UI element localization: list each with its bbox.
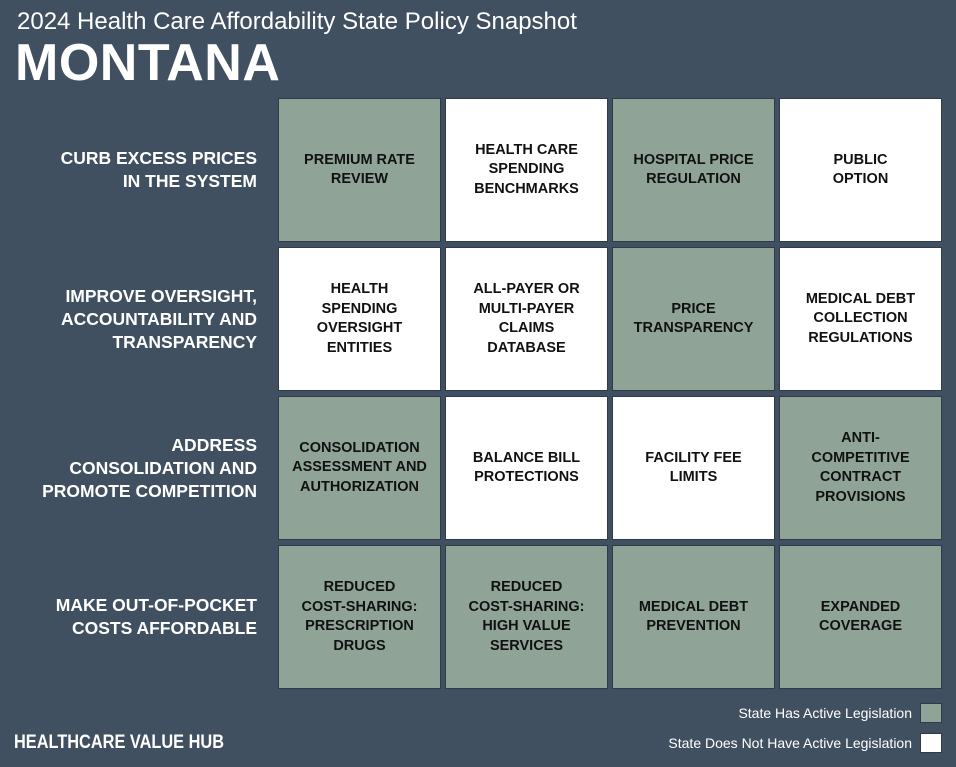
policy-cell-expanded-coverage: EXPANDED COVERAGE	[779, 545, 942, 689]
policy-grid: PREMIUM RATE REVIEW HEALTH CARE SPENDING…	[278, 98, 942, 689]
policy-cell-facility-fee-limits: FACILITY FEE LIMITS	[612, 396, 775, 540]
row-label-text: ADDRESS CONSOLIDATION AND PROMOTE COMPET…	[42, 434, 257, 501]
policy-cell-label: EXPANDED COVERAGE	[819, 598, 902, 635]
row-label-consolidation: ADDRESS CONSOLIDATION AND PROMOTE COMPET…	[10, 396, 257, 540]
policy-cell-label: PUBLIC OPTION	[832, 151, 889, 188]
policy-cell-hospital-price-regulation: HOSPITAL PRICE REGULATION	[612, 98, 775, 242]
policy-cell-medical-debt-prevention: MEDICAL DEBT PREVENTION	[612, 545, 775, 689]
legend-active-swatch	[920, 703, 942, 723]
policy-cell-label: MEDICAL DEBT PREVENTION	[638, 598, 749, 635]
policy-cell-consolidation-assessment: CONSOLIDATION ASSESSMENT AND AUTHORIZATI…	[278, 396, 441, 540]
policy-cell-label: MEDICAL DEBT COLLECTION REGULATIONS	[805, 290, 916, 346]
report-subtitle: 2024 Health Care Affordability State Pol…	[17, 8, 577, 35]
legend-inactive-label: State Does Not Have Active Legislation	[668, 735, 912, 751]
policy-cell-claims-database: ALL-PAYER OR MULTI-PAYER CLAIMS DATABASE	[445, 247, 608, 391]
policy-cell-label: PREMIUM RATE REVIEW	[304, 151, 415, 188]
policy-cell-label: HEALTH SPENDING OVERSIGHT ENTITIES	[316, 281, 403, 356]
brand-logo-text: HEALTHCARE VALUE HUB	[14, 732, 225, 753]
policy-cell-label: HOSPITAL PRICE REGULATION	[633, 151, 754, 188]
policy-cell-spending-oversight-entities: HEALTH SPENDING OVERSIGHT ENTITIES	[278, 247, 441, 391]
policy-cell-premium-rate-review: PREMIUM RATE REVIEW	[278, 98, 441, 242]
policy-cell-label: REDUCED COST-SHARING: PRESCRIPTION DRUGS	[301, 579, 418, 654]
policy-cell-label: ALL-PAYER OR MULTI-PAYER CLAIMS DATABASE	[473, 281, 580, 356]
row-label-text: IMPROVE OVERSIGHT, ACCOUNTABILITY AND TR…	[60, 285, 257, 352]
policy-cell-label: HEALTH CARE SPENDING BENCHMARKS	[474, 141, 579, 197]
row-label-curb-prices: CURB EXCESS PRICES IN THE SYSTEM	[10, 98, 257, 242]
row-label-text: MAKE OUT-OF-POCKET COSTS AFFORDABLE	[55, 595, 257, 638]
policy-cell-label: REDUCED COST-SHARING: HIGH VALUE SERVICE…	[468, 579, 585, 654]
legend-inactive-swatch	[920, 733, 942, 753]
policy-cell-cost-sharing-drugs: REDUCED COST-SHARING: PRESCRIPTION DRUGS	[278, 545, 441, 689]
policy-cell-label: PRICE TRANSPARENCY	[633, 300, 754, 337]
policy-cell-balance-bill-protections: BALANCE BILL PROTECTIONS	[445, 396, 608, 540]
policy-cell-label: FACILITY FEE LIMITS	[645, 449, 742, 486]
policy-cell-label: ANTI- COMPETITIVE CONTRACT PROVISIONS	[811, 430, 910, 505]
row-label-out-of-pocket: MAKE OUT-OF-POCKET COSTS AFFORDABLE	[10, 545, 257, 689]
policy-cell-medical-debt-collection: MEDICAL DEBT COLLECTION REGULATIONS	[779, 247, 942, 391]
policy-cell-public-option: PUBLIC OPTION	[779, 98, 942, 242]
policy-cell-cost-sharing-services: REDUCED COST-SHARING: HIGH VALUE SERVICE…	[445, 545, 608, 689]
policy-cell-anti-competitive-provisions: ANTI- COMPETITIVE CONTRACT PROVISIONS	[779, 396, 942, 540]
policy-cell-label: CONSOLIDATION ASSESSMENT AND AUTHORIZATI…	[292, 439, 427, 495]
policy-cell-label: BALANCE BILL PROTECTIONS	[472, 449, 581, 486]
policy-cell-price-transparency: PRICE TRANSPARENCY	[612, 247, 775, 391]
row-label-oversight: IMPROVE OVERSIGHT, ACCOUNTABILITY AND TR…	[10, 247, 257, 391]
policy-cell-spending-benchmarks: HEALTH CARE SPENDING BENCHMARKS	[445, 98, 608, 242]
row-label-text: CURB EXCESS PRICES IN THE SYSTEM	[60, 148, 257, 191]
legend-inactive: State Does Not Have Active Legislation	[668, 733, 942, 753]
legend-active: State Has Active Legislation	[738, 703, 942, 723]
legend-active-label: State Has Active Legislation	[738, 705, 912, 721]
state-title: MONTANA	[15, 34, 281, 92]
